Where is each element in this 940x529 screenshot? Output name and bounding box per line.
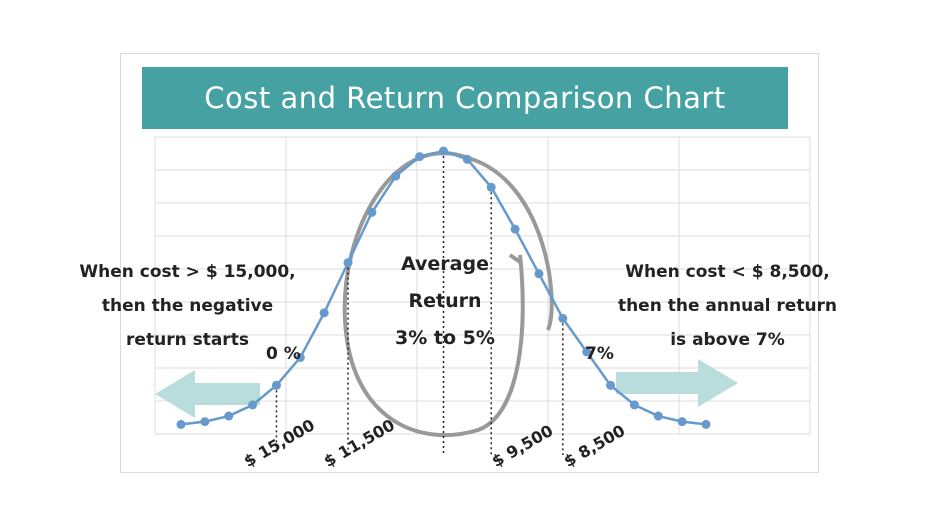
data-point — [439, 146, 448, 156]
data-point — [510, 224, 520, 234]
grid — [154, 136, 811, 435]
data-point — [677, 417, 687, 427]
data-point — [629, 400, 639, 410]
left-note-line-2: then the negative — [101, 296, 274, 316]
data-point — [415, 152, 425, 162]
left-note-line-3: return starts — [126, 330, 249, 350]
cost-drop-lines — [275, 151, 564, 455]
data-point — [271, 380, 281, 390]
center-note-line-3: 3% to 5% — [395, 327, 495, 349]
data-point — [701, 419, 711, 429]
left-arrow-icon — [155, 370, 260, 418]
data-point — [176, 419, 186, 429]
chart-title: Cost and Return Comparison Chart — [204, 81, 726, 115]
seven-percent-marker: 7% — [585, 344, 614, 364]
data-point — [319, 308, 329, 318]
right-note-line-1: When cost < $ 8,500, — [625, 262, 830, 282]
right-note-line-2: then the annual return — [617, 296, 838, 316]
data-point — [343, 258, 353, 268]
right-arrow-icon — [616, 359, 738, 407]
data-point — [582, 347, 592, 357]
data-point — [224, 411, 234, 421]
right-note: When cost < $ 8,500, then the annual ret… — [595, 255, 860, 357]
data-point — [295, 352, 305, 362]
data-point — [391, 171, 401, 181]
data-point — [248, 400, 258, 410]
center-note-line-1: Average — [401, 253, 489, 275]
data-point — [653, 411, 663, 421]
data-point — [200, 417, 210, 427]
data-point — [462, 154, 472, 164]
left-note: When cost > $ 15,000, then the negative … — [55, 255, 320, 357]
zero-percent-marker: 0 % — [266, 344, 301, 364]
right-note-line-3: is above 7% — [670, 330, 785, 350]
average-return-oval — [342, 151, 554, 438]
series-points — [176, 146, 711, 429]
data-point — [486, 182, 496, 192]
data-point — [534, 269, 544, 279]
data-point — [606, 380, 616, 390]
direction-arrows — [155, 359, 738, 418]
left-note-line-1: When cost > $ 15,000, — [79, 262, 296, 282]
data-point — [558, 313, 568, 323]
center-note-line-2: Return — [408, 290, 482, 312]
title-banner: Cost and Return Comparison Chart — [142, 67, 788, 129]
center-note: Average Return 3% to 5% — [375, 246, 515, 357]
data-point — [367, 207, 377, 217]
